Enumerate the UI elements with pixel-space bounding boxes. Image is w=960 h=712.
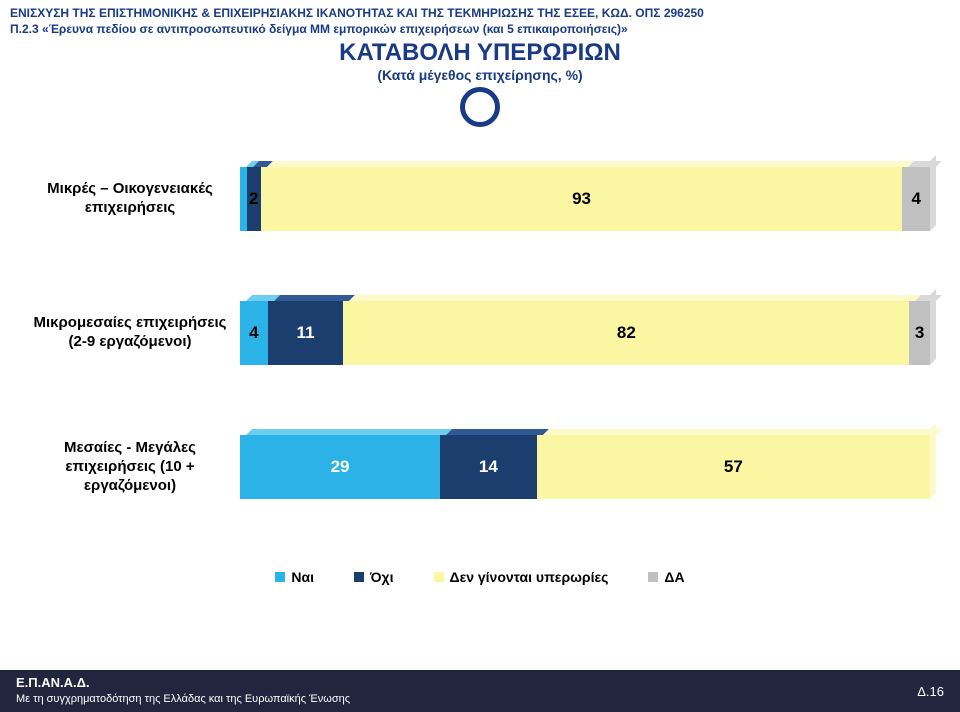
bar-value: 4 [911, 189, 920, 209]
bar-end-face [930, 423, 936, 499]
title-area: ΚΑΤΑΒΟΛΗ ΥΠΕΡΩΡΙΩΝ (Κατά μέγεθος επιχείρ… [0, 39, 960, 127]
bar-value: 3 [915, 323, 924, 343]
legend-item-yes: Ναι [275, 569, 314, 585]
footer-subtitle: Με τη συγχρηματοδότηση της Ελλάδας και τ… [16, 692, 350, 706]
bar-value: 93 [572, 189, 591, 209]
page-subtitle: (Κατά μέγεθος επιχείρησης, %) [0, 67, 960, 83]
bar-seg-na: 3 [909, 301, 930, 365]
legend-label: Όχι [370, 569, 394, 585]
legend-label: Ναι [291, 569, 314, 585]
chart-row: Μικρές – Οικογενειακές επιχειρήσεις 2 93… [30, 167, 930, 231]
bar-container: 2 93 4 [240, 167, 930, 231]
bar-body: 4 11 82 3 [240, 301, 930, 365]
header-line-2: Π.2.3 «Έρευνα πεδίου σε αντιπροσωπευτικό… [10, 22, 950, 38]
legend-label: ΔΑ [664, 569, 684, 585]
footer-title: Ε.Π.ΑΝ.Α.Δ. [16, 675, 350, 692]
bar-seg-yes [240, 167, 247, 231]
bar-seg-no: 2 [247, 167, 261, 231]
bar-value: 82 [617, 323, 636, 343]
row-label: Μικρομεσαίες επιχειρήσεις (2-9 εργαζόμεν… [30, 314, 240, 352]
page-root: ΕΝΙΣΧΥΣΗ ΤΗΣ ΕΠΙΣΤΗΜΟΝΙΚΗΣ & ΕΠΙΧΕΙΡΗΣΙΑ… [0, 0, 960, 712]
bar-seg-none: 93 [261, 167, 903, 231]
legend-swatch-icon [434, 572, 444, 582]
legend-swatch-icon [354, 572, 364, 582]
header-line-1: ΕΝΙΣΧΥΣΗ ΤΗΣ ΕΠΙΣΤΗΜΟΝΙΚΗΣ & ΕΠΙΧΕΙΡΗΣΙΑ… [10, 6, 950, 22]
bar-seg-none: 82 [343, 301, 909, 365]
legend-item-na: ΔΑ [648, 569, 684, 585]
bar-container: 4 11 82 3 [240, 301, 930, 365]
bar-end-face [930, 289, 936, 365]
bar-container: 29 14 57 [240, 435, 930, 499]
bar-value: 29 [331, 457, 350, 477]
bar-value: 2 [249, 189, 258, 209]
bar-seg-yes: 29 [240, 435, 440, 499]
footer-left: Ε.Π.ΑΝ.Α.Δ. Με τη συγχρηματοδότηση της Ε… [16, 675, 350, 706]
bar-seg-na: 4 [902, 167, 930, 231]
row-label: Μικρές – Οικογενειακές επιχειρήσεις [30, 180, 240, 218]
footer-page-number: Δ.16 [917, 684, 944, 699]
bar-body: 29 14 57 [240, 435, 930, 499]
bar-end-face [930, 155, 936, 231]
legend-swatch-icon [275, 572, 285, 582]
bar-value: 4 [249, 323, 258, 343]
bar-value: 11 [297, 323, 315, 343]
bar-body: 2 93 4 [240, 167, 930, 231]
row-label: Μεσαίες - Μεγάλες επιχειρήσεις (10 + εργ… [30, 439, 240, 495]
bar-seg-no: 11 [268, 301, 344, 365]
bar-value: 57 [724, 457, 743, 477]
header: ΕΝΙΣΧΥΣΗ ΤΗΣ ΕΠΙΣΤΗΜΟΝΙΚΗΣ & ΕΠΙΧΕΙΡΗΣΙΑ… [0, 0, 960, 37]
chart: Μικρές – Οικογενειακές επιχειρήσεις 2 93… [30, 167, 930, 585]
bar-value: 14 [479, 457, 498, 477]
logo-circle-icon [460, 87, 500, 127]
footer: Ε.Π.ΑΝ.Α.Δ. Με τη συγχρηματοδότηση της Ε… [0, 670, 960, 712]
legend-item-no: Όχι [354, 569, 394, 585]
bar-seg-none: 57 [537, 435, 930, 499]
chart-row: Μεσαίες - Μεγάλες επιχειρήσεις (10 + εργ… [30, 435, 930, 499]
legend-swatch-icon [648, 572, 658, 582]
bar-seg-no: 14 [440, 435, 537, 499]
bar-seg-yes: 4 [240, 301, 268, 365]
legend-item-none: Δεν γίνονται υπερωρίες [434, 569, 609, 585]
legend: Ναι Όχι Δεν γίνονται υπερωρίες ΔΑ [30, 569, 930, 585]
legend-label: Δεν γίνονται υπερωρίες [450, 569, 609, 585]
chart-row: Μικρομεσαίες επιχειρήσεις (2-9 εργαζόμεν… [30, 301, 930, 365]
page-title: ΚΑΤΑΒΟΛΗ ΥΠΕΡΩΡΙΩΝ [0, 39, 960, 67]
